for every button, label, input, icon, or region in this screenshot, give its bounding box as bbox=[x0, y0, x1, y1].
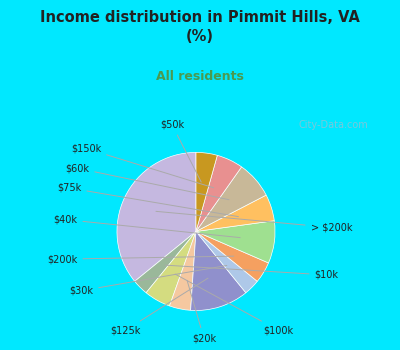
Wedge shape bbox=[196, 221, 275, 263]
Text: $50k: $50k bbox=[160, 120, 201, 182]
Wedge shape bbox=[135, 231, 196, 293]
Wedge shape bbox=[191, 231, 246, 310]
Text: $150k: $150k bbox=[71, 144, 214, 188]
Text: $75k: $75k bbox=[57, 183, 238, 217]
Wedge shape bbox=[196, 231, 257, 293]
Text: > $200k: > $200k bbox=[156, 211, 352, 232]
Text: $100k: $100k bbox=[175, 274, 293, 335]
Text: $200k: $200k bbox=[47, 254, 234, 264]
Wedge shape bbox=[170, 231, 196, 310]
Wedge shape bbox=[146, 231, 196, 306]
Wedge shape bbox=[196, 155, 242, 231]
Wedge shape bbox=[196, 195, 274, 231]
Wedge shape bbox=[196, 152, 217, 231]
Wedge shape bbox=[196, 231, 268, 281]
Text: $125k: $125k bbox=[110, 278, 208, 335]
Text: $10k: $10k bbox=[165, 265, 338, 280]
Text: $60k: $60k bbox=[65, 163, 229, 200]
Wedge shape bbox=[196, 167, 266, 231]
Wedge shape bbox=[117, 152, 196, 281]
Text: City-Data.com: City-Data.com bbox=[298, 120, 368, 130]
Text: Income distribution in Pimmit Hills, VA
(%): Income distribution in Pimmit Hills, VA … bbox=[40, 10, 360, 44]
Text: All residents: All residents bbox=[156, 70, 244, 83]
Text: $30k: $30k bbox=[69, 265, 227, 296]
Text: $20k: $20k bbox=[187, 281, 216, 343]
Text: $40k: $40k bbox=[54, 215, 240, 238]
